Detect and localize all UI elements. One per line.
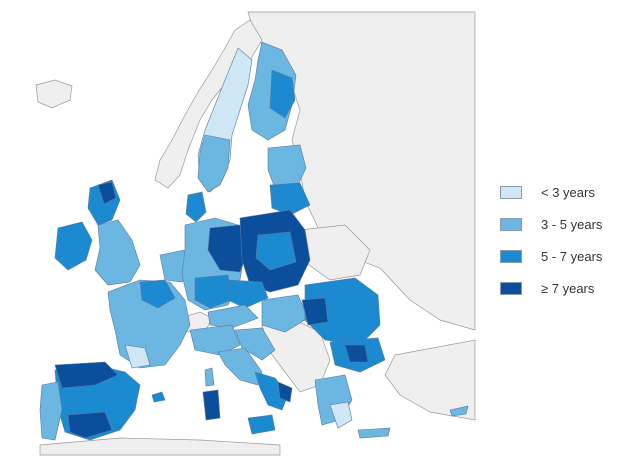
legend-swatch	[500, 217, 522, 231]
region-denmark	[185, 191, 207, 223]
region-sardinia	[202, 389, 221, 421]
region-bulgaria-east	[344, 344, 369, 363]
region-italy-south	[254, 371, 289, 411]
region-croatia	[234, 327, 276, 361]
legend-item: < 3 years	[500, 176, 630, 208]
region-austria	[207, 304, 259, 329]
legend-item: ≥ 7 years	[500, 272, 630, 304]
region-czech	[227, 279, 269, 309]
legend-label: ≥ 7 years	[541, 280, 595, 296]
region-france-west	[124, 344, 151, 369]
legend-swatch	[500, 185, 522, 199]
region-spain-south	[67, 411, 113, 439]
region-finland-east	[269, 69, 296, 119]
region-corsica	[204, 367, 215, 387]
non-eu-land	[35, 11, 476, 456]
region-scotland-north	[97, 181, 117, 205]
region-france-north	[139, 279, 176, 309]
region-italy-center	[217, 347, 263, 386]
region-spain-north	[54, 361, 119, 389]
region-sicily	[247, 414, 276, 435]
map-legend: < 3 years 3 - 5 years 5 - 7 years ≥ 7 ye…	[500, 176, 630, 304]
region-portugal	[39, 381, 63, 441]
region-sweden-south	[197, 134, 231, 193]
legend-item: 3 - 5 years	[500, 208, 630, 240]
region-germany-east	[207, 224, 249, 273]
region-romania-west	[301, 297, 329, 326]
legend-label: < 3 years	[541, 184, 595, 200]
legend-label: 3 - 5 years	[541, 216, 603, 232]
region-cyprus	[449, 405, 469, 417]
region-balearics	[151, 391, 166, 403]
legend-label: 5 - 7 years	[541, 248, 603, 264]
region-ireland	[54, 221, 93, 271]
region-england	[94, 219, 141, 286]
region-greece-south	[329, 401, 353, 429]
region-poland-center	[255, 231, 297, 271]
eu-regions	[39, 41, 469, 441]
legend-swatch	[500, 281, 522, 295]
region-italy-heel	[277, 381, 293, 403]
region-crete	[357, 427, 391, 439]
legend-item: 5 - 7 years	[500, 240, 630, 272]
region-germany-south	[194, 274, 233, 309]
region-hungary	[261, 294, 309, 333]
legend-swatch	[500, 249, 522, 263]
region-lithuania	[269, 182, 311, 216]
